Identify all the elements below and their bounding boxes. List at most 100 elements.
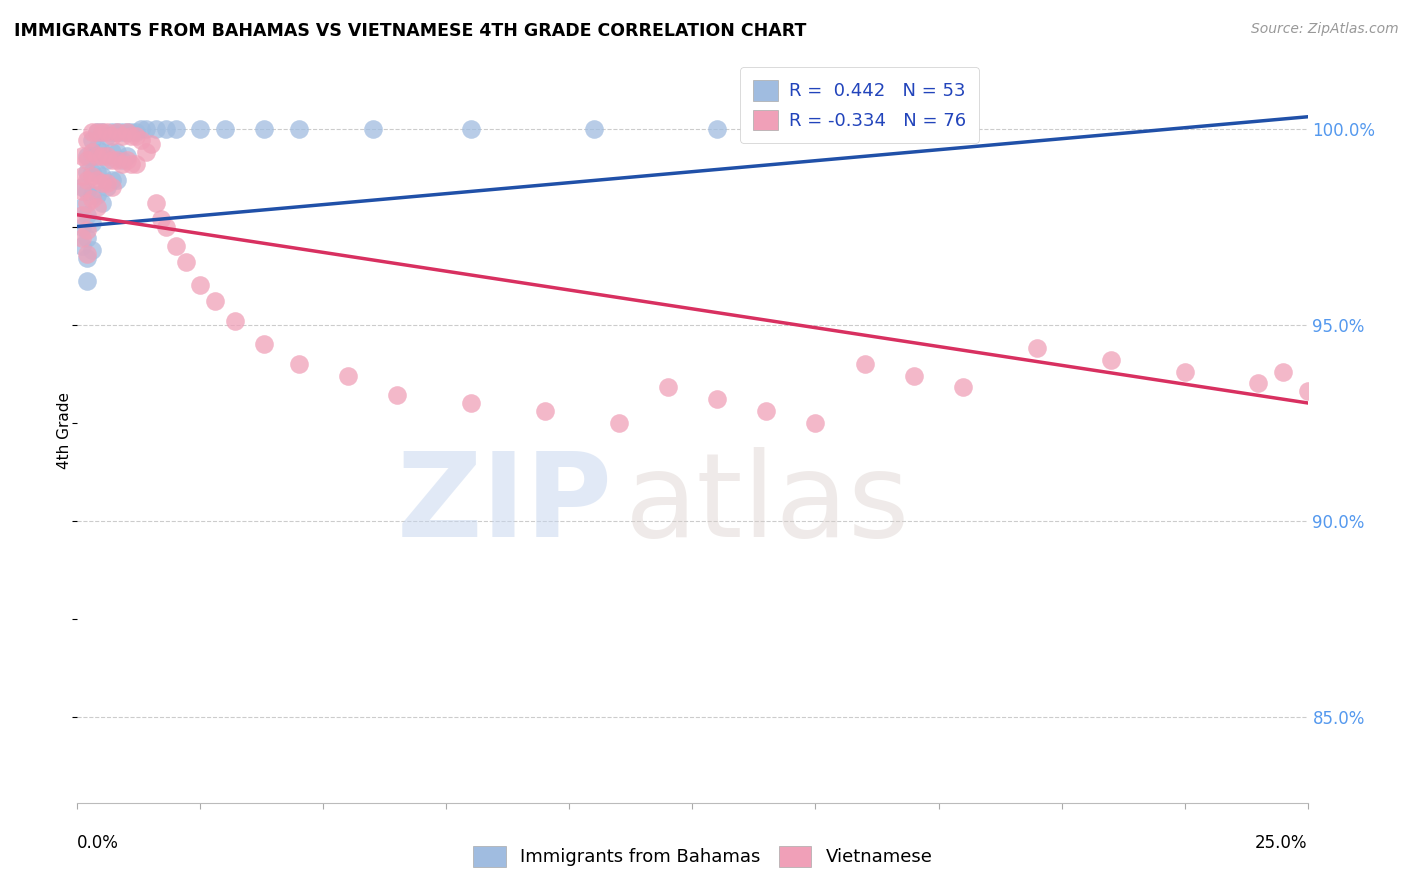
Point <box>90 169 114 183</box>
Point <box>70 200 93 214</box>
Point <box>903 368 925 383</box>
Point <box>76 251 98 265</box>
Point <box>76 172 98 186</box>
Point <box>1247 376 1270 391</box>
Point <box>135 145 157 159</box>
Point <box>86 172 108 186</box>
Text: Source: ZipAtlas.com: Source: ZipAtlas.com <box>1251 22 1399 37</box>
Y-axis label: 4th Grade: 4th Grade <box>56 392 72 469</box>
Point <box>96 129 118 144</box>
Point <box>105 126 128 140</box>
Point <box>70 169 93 183</box>
Legend: Immigrants from Bahamas, Vietnamese: Immigrants from Bahamas, Vietnamese <box>467 838 939 874</box>
Point <box>337 368 360 383</box>
Point <box>76 231 98 245</box>
Point <box>105 172 128 186</box>
Point <box>70 184 93 198</box>
Point <box>111 129 132 144</box>
Point <box>90 126 114 140</box>
Point <box>150 211 173 226</box>
Point <box>1395 352 1406 367</box>
Point <box>141 137 163 152</box>
Text: atlas: atlas <box>624 448 910 562</box>
Point <box>76 247 98 261</box>
Point <box>86 188 108 202</box>
Point <box>125 129 148 144</box>
Point <box>131 133 153 147</box>
Point <box>155 219 177 234</box>
Point <box>165 121 187 136</box>
Point <box>82 126 104 140</box>
Point <box>76 133 98 147</box>
Point <box>253 121 276 136</box>
Point <box>131 121 153 136</box>
Point <box>657 380 679 394</box>
Point <box>82 243 104 257</box>
Point <box>76 208 98 222</box>
Point <box>607 416 630 430</box>
Point <box>115 126 138 140</box>
Text: 25.0%: 25.0% <box>1256 834 1308 852</box>
Point <box>115 126 138 140</box>
Text: IMMIGRANTS FROM BAHAMAS VS VIETNAMESE 4TH GRADE CORRELATION CHART: IMMIGRANTS FROM BAHAMAS VS VIETNAMESE 4T… <box>14 22 807 40</box>
Legend: R =  0.442   N = 53, R = -0.334   N = 76: R = 0.442 N = 53, R = -0.334 N = 76 <box>740 67 979 143</box>
Point <box>583 121 606 136</box>
Point <box>361 121 384 136</box>
Point <box>90 145 114 159</box>
Point <box>76 164 98 178</box>
Point <box>86 126 108 140</box>
Point <box>86 126 108 140</box>
Point <box>224 313 246 327</box>
Point <box>190 121 212 136</box>
Point <box>96 177 118 191</box>
Text: 0.0%: 0.0% <box>77 834 120 852</box>
Point <box>76 196 98 211</box>
Point <box>70 219 93 234</box>
Point <box>82 145 104 159</box>
Point <box>82 169 104 183</box>
Point <box>804 416 827 430</box>
Point <box>1346 329 1368 343</box>
Point <box>204 293 226 308</box>
Point <box>82 192 104 206</box>
Point <box>76 153 98 167</box>
Point <box>1099 352 1122 367</box>
Point <box>90 177 114 191</box>
Point <box>96 180 118 194</box>
Point <box>288 357 311 371</box>
Point <box>706 121 728 136</box>
Point <box>76 275 98 289</box>
Point <box>534 404 557 418</box>
Point <box>70 239 93 253</box>
Point <box>70 231 93 245</box>
Point <box>82 164 104 178</box>
Point <box>105 126 128 140</box>
Point <box>135 121 157 136</box>
Point <box>253 337 276 351</box>
Point <box>111 157 132 171</box>
Point <box>96 126 118 140</box>
Point <box>190 278 212 293</box>
Point <box>82 216 104 230</box>
Point <box>86 200 108 214</box>
Point <box>82 188 104 202</box>
Point <box>82 133 104 147</box>
Point <box>111 126 132 140</box>
Point <box>101 172 124 186</box>
Point <box>155 121 177 136</box>
Point <box>115 153 138 167</box>
Point <box>96 149 118 163</box>
Point <box>121 157 143 171</box>
Point <box>101 145 124 159</box>
Point <box>101 129 124 144</box>
Point <box>86 141 108 155</box>
Point <box>121 126 143 140</box>
Point <box>76 223 98 237</box>
Point <box>1322 318 1344 332</box>
Point <box>101 180 124 194</box>
Point <box>1371 341 1393 355</box>
Point <box>125 126 148 140</box>
Point <box>460 396 482 410</box>
Point <box>952 380 974 394</box>
Point <box>706 392 728 406</box>
